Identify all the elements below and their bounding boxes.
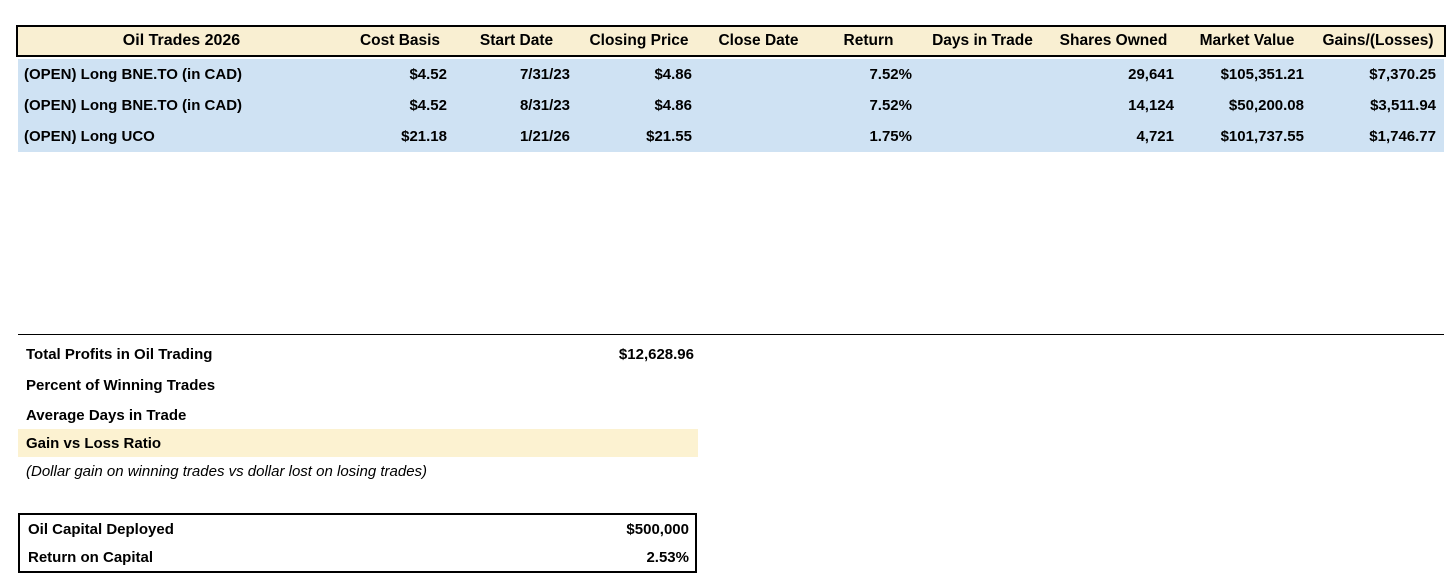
cell-shares-owned[interactable]: 29,641 [1128,66,1174,83]
capital-value[interactable]: $500,000 [626,520,689,538]
summary-label[interactable]: Total Profits in Oil Trading [26,346,213,363]
cell-close-date[interactable] [700,121,817,152]
summary-row-percent-winning: Percent of Winning Trades [18,370,698,401]
capital-label[interactable]: Oil Capital Deployed [28,520,174,538]
trades-table-body: (OPEN) Long BNE.TO (in CAD) $4.52 7/31/2… [18,59,1444,152]
cell-shares-owned[interactable]: 4,721 [1136,128,1174,145]
cell-gains-losses[interactable]: $7,370.25 [1369,66,1436,83]
cell-market-value[interactable]: $105,351.21 [1220,66,1304,83]
cell-return[interactable]: 7.52% [869,97,912,114]
cell-cost-basis[interactable]: $4.52 [409,97,447,114]
summary-label[interactable]: Average Days in Trade [26,406,187,424]
col-header-closing-price[interactable]: Closing Price [589,32,689,49]
cell-start-date[interactable]: 1/21/26 [519,128,570,145]
cell-market-value[interactable]: $50,200.08 [1228,97,1304,114]
cell-close-date[interactable] [700,59,817,90]
cell-days-in-trade[interactable] [920,59,1045,90]
col-header-return[interactable]: Return [843,32,894,49]
capital-row-return: Return on Capital 2.53% [20,543,695,571]
summary-row-total-profits: Total Profits in Oil Trading $12,628.96 [18,339,698,370]
col-header-cost-basis[interactable]: Cost Basis [359,32,441,49]
cell-trade-name[interactable]: (OPEN) Long BNE.TO (in CAD) [24,97,243,114]
col-header-close-date[interactable]: Close Date [718,32,799,49]
capital-box: Oil Capital Deployed $500,000 Return on … [18,513,697,573]
section-divider [18,334,1444,335]
spreadsheet-view: Oil Trades 2026 Cost Basis Start Date Cl… [16,25,1446,573]
cell-start-date[interactable]: 7/31/23 [519,66,570,83]
cell-trade-name[interactable]: (OPEN) Long BNE.TO (in CAD) [24,66,243,83]
summary-row-average-days: Average Days in Trade [18,401,698,429]
cell-closing-price[interactable]: $21.55 [646,128,692,145]
cell-close-date[interactable] [700,90,817,121]
summary-row-gain-loss-ratio: Gain vs Loss Ratio [18,429,698,457]
summary-value[interactable]: $12,628.96 [618,346,694,363]
cell-market-value[interactable]: $101,737.55 [1220,128,1304,145]
cell-cost-basis[interactable]: $4.52 [409,66,447,83]
capital-value[interactable]: 2.53% [646,548,689,566]
cell-gains-losses[interactable]: $1,746.77 [1369,128,1436,145]
cell-closing-price[interactable]: $4.86 [654,97,692,114]
col-header-days-in-trade[interactable]: Days in Trade [932,32,1033,49]
cell-return[interactable]: 1.75% [869,128,912,145]
summary-label[interactable]: Gain vs Loss Ratio [26,434,162,452]
capital-label[interactable]: Return on Capital [28,548,154,566]
cell-shares-owned[interactable]: 14,124 [1128,97,1174,114]
cell-gains-losses[interactable]: $3,511.94 [1370,97,1436,114]
col-header-start-date[interactable]: Start Date [479,32,554,49]
table-title[interactable]: Oil Trades 2026 [122,32,241,49]
cell-cost-basis[interactable]: $21.18 [401,128,447,145]
cell-days-in-trade[interactable] [920,121,1045,152]
col-header-gains-losses[interactable]: Gains/(Losses) [1322,32,1434,49]
summary-label[interactable]: Percent of Winning Trades [26,377,216,394]
cell-start-date[interactable]: 8/31/23 [519,97,570,114]
trades-table-header: Oil Trades 2026 Cost Basis Start Date Cl… [16,25,1446,57]
cell-days-in-trade[interactable] [920,90,1045,121]
capital-row-deployed: Oil Capital Deployed $500,000 [20,515,695,543]
summary-section: Total Profits in Oil Trading $12,628.96 … [18,339,698,485]
cell-return[interactable]: 7.52% [869,66,912,83]
cell-trade-name[interactable]: (OPEN) Long UCO [24,128,155,145]
cell-closing-price[interactable]: $4.86 [654,66,692,83]
col-header-market-value[interactable]: Market Value [1199,32,1295,49]
gain-loss-ratio-note: (Dollar gain on winning trades vs dollar… [26,462,428,480]
col-header-shares-owned[interactable]: Shares Owned [1059,32,1168,49]
